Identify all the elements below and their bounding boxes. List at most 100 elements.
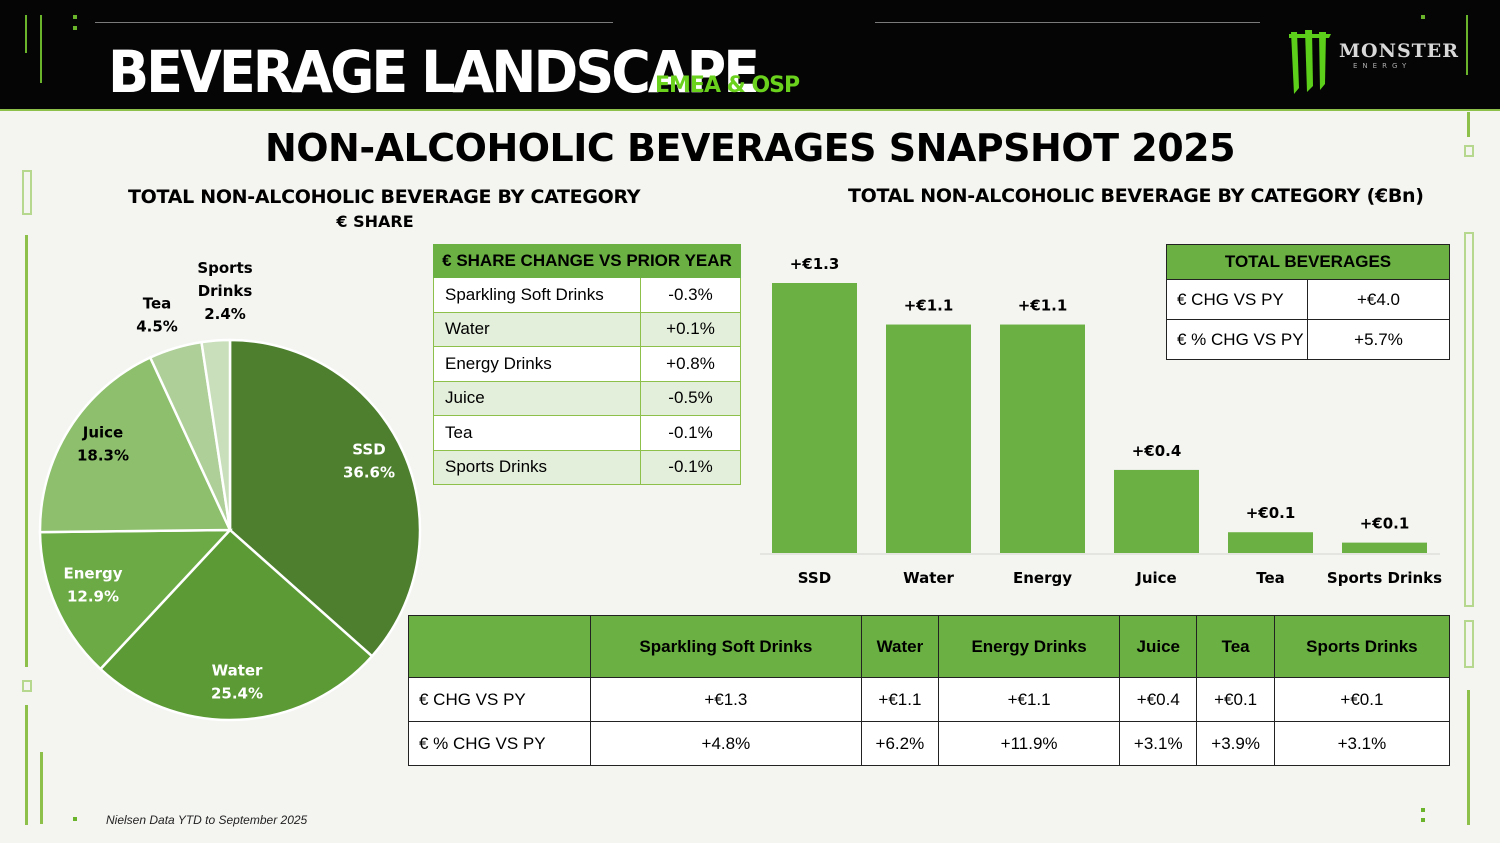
column-header: Tea [1196, 615, 1275, 678]
pie-slice-label: Energy [63, 565, 122, 583]
x-tick-label: Energy [1013, 569, 1072, 587]
bar-data-label: +€1.3 [790, 255, 840, 273]
total-value: +5.7% [1307, 319, 1450, 360]
x-tick-label: Sports Drinks [1327, 569, 1442, 587]
pie-slice-label: 4.5% [136, 318, 178, 336]
region-label: EMEA & OSP [655, 73, 800, 98]
column-header: Energy Drinks [938, 615, 1121, 678]
frame-bar [1464, 620, 1474, 668]
bar [1114, 469, 1199, 553]
frame-bar [25, 235, 28, 667]
row-label: € % CHG VS PY [408, 721, 591, 766]
category-change-table: Sparkling Soft Drinks Water Energy Drink… [408, 615, 1451, 766]
header-accent-bar [25, 15, 27, 53]
table-row: Sparkling Soft Drinks -0.3% [433, 277, 741, 313]
header-accent-dot [73, 26, 77, 30]
share-value: -0.1% [640, 449, 741, 485]
source-footnote: Nielsen Data YTD to September 2025 [106, 813, 308, 827]
table-cell: +4.8% [590, 721, 862, 766]
table-cell: +3.1% [1273, 721, 1451, 766]
frame-bar [22, 680, 32, 692]
x-tick-label: Tea [1256, 569, 1285, 587]
pie-slice-label: Drinks [198, 282, 253, 300]
bar [772, 283, 857, 553]
total-beverages-header: TOTAL BEVERAGES [1166, 244, 1450, 280]
bar [1342, 542, 1427, 553]
table-row: € % CHG VS PY +4.8% +6.2% +11.9% +3.1% +… [408, 721, 1451, 766]
header-rule-right [875, 22, 1260, 23]
share-value: -0.5% [640, 380, 741, 416]
table-cell: +€0.4 [1119, 677, 1198, 722]
header-accent-dot [73, 15, 77, 19]
header-accent-bar [1466, 15, 1468, 75]
table-cell: +€0.1 [1273, 677, 1451, 722]
share-change-header: € SHARE CHANGE VS PRIOR YEAR [433, 244, 741, 278]
pie-slice [38, 528, 233, 671]
pie-slice-label: Sports [197, 259, 252, 277]
share-category: Energy Drinks [433, 346, 641, 382]
table-row: Energy Drinks +0.8% [433, 346, 741, 382]
share-category: Sports Drinks [433, 449, 641, 485]
pie-slice-label: 25.4% [211, 685, 263, 703]
bar-data-label: +€0.1 [1360, 515, 1410, 533]
row-label: € CHG VS PY [408, 677, 591, 722]
frame-bar [1467, 690, 1470, 825]
column-header: Water [860, 615, 940, 678]
total-beverages-table: TOTAL BEVERAGES € CHG VS PY +€4.0 € % CH… [1166, 244, 1450, 360]
bar [1000, 324, 1085, 553]
page-title: NON-ALCOHOLIC BEVERAGES SNAPSHOT 2025 [264, 126, 1236, 170]
table-row: € CHG VS PY +€4.0 [1166, 279, 1450, 320]
pie-chart-subtitle: € SHARE [336, 212, 414, 231]
x-tick-label: Juice [1135, 569, 1176, 587]
pie-slice [228, 338, 422, 658]
table-corner-cell [408, 615, 591, 678]
frame-bar [40, 752, 43, 824]
share-category: Sparkling Soft Drinks [433, 277, 641, 313]
frame-dot [73, 817, 77, 821]
pie-slice-label: 2.4% [204, 305, 246, 323]
x-tick-label: Water [903, 569, 954, 587]
table-cell: +3.9% [1196, 721, 1275, 766]
pie-slice [38, 355, 232, 534]
total-label: € CHG VS PY [1166, 279, 1308, 320]
share-category: Juice [433, 380, 641, 416]
bar [886, 324, 971, 553]
frame-bar [1464, 232, 1474, 607]
frame-dot [1421, 808, 1425, 812]
table-cell: +6.2% [860, 721, 940, 766]
frame-bar [22, 170, 32, 215]
table-row: Sports Drinks -0.1% [433, 449, 741, 485]
pie-chart-title: TOTAL NON-ALCOHOLIC BEVERAGE BY CATEGORY [128, 186, 641, 208]
total-label: € % CHG VS PY [1166, 319, 1308, 360]
pie-slice-label: 36.6% [343, 464, 395, 482]
table-cell: +3.1% [1119, 721, 1198, 766]
pie-slice-label: 18.3% [77, 447, 129, 465]
pie-slice-label: Water [212, 662, 263, 680]
bar-chart-title: TOTAL NON-ALCOHOLIC BEVERAGE BY CATEGORY… [848, 185, 1424, 207]
share-value: +0.1% [640, 311, 741, 347]
table-cell: +€1.1 [860, 677, 940, 722]
frame-bar [1464, 145, 1474, 157]
table-cell: +11.9% [938, 721, 1121, 766]
pie-slice-label: Tea [143, 295, 172, 313]
table-cell: +€1.1 [938, 677, 1121, 722]
header-rule-left [95, 22, 613, 23]
logo-subtext: ENERGY [1353, 62, 1412, 70]
table-row: € CHG VS PY +€1.3 +€1.1 +€1.1 +€0.4 +€0.… [408, 677, 1451, 722]
pie-slice [200, 338, 232, 531]
header-accent-dot [1421, 15, 1425, 19]
bar-data-label: +€1.1 [1018, 297, 1068, 315]
table-cell: +€1.3 [590, 677, 862, 722]
frame-bar [1467, 112, 1470, 137]
pie-slice-label: Juice [82, 424, 123, 442]
bar [1228, 532, 1313, 553]
brand-logo: MONSTER ENERGY [1285, 26, 1460, 96]
total-value: +€4.0 [1307, 279, 1450, 320]
column-header: Sparkling Soft Drinks [590, 615, 862, 678]
bar-data-label: +€0.4 [1132, 442, 1182, 460]
share-change-table: € SHARE CHANGE VS PRIOR YEAR Sparkling S… [433, 244, 741, 485]
share-category: Water [433, 311, 641, 347]
column-header: Juice [1119, 615, 1198, 678]
